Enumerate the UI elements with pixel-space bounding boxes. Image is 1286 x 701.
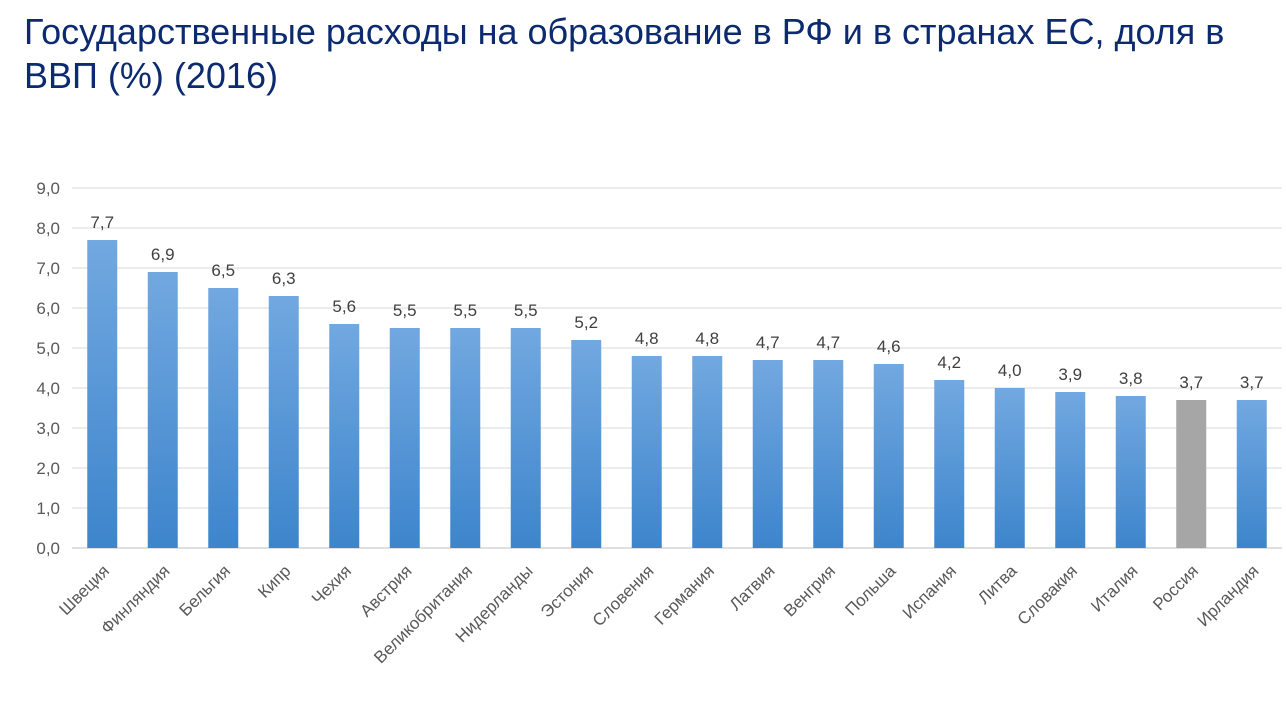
chart-title: Государственные расходы на образование в…	[24, 11, 1225, 96]
data-label: 4,7	[816, 333, 840, 352]
data-label: 4,7	[756, 333, 780, 352]
category-label: Германия	[651, 561, 718, 628]
category-label: Бельгия	[176, 561, 235, 620]
data-label: 4,6	[877, 337, 901, 356]
y-axis-ticks: 0,0 1,0 2,0 3,0 4,0 5,0 6,0 7,0 8,0 9,0	[36, 179, 60, 558]
data-label: 4,8	[695, 329, 719, 348]
category-label: Ирландия	[1194, 561, 1263, 630]
data-label: 5,6	[332, 297, 356, 316]
category-label: Россия	[1149, 561, 1202, 614]
data-label: 3,8	[1119, 369, 1143, 388]
bar-8	[510, 328, 541, 548]
category-label: Польша	[841, 561, 899, 619]
y-tick-label: 6,0	[36, 299, 60, 318]
data-label: 4,8	[635, 329, 659, 348]
y-tick-label: 7,0	[36, 259, 60, 278]
category-label: Венгрия	[780, 561, 839, 620]
bar-2	[147, 272, 178, 548]
bar-17	[1055, 392, 1086, 548]
data-label: 5,2	[574, 313, 598, 332]
bar-18	[1115, 396, 1146, 548]
category-label: Литва	[974, 561, 1021, 608]
bar-3	[208, 288, 239, 548]
data-label: 6,9	[151, 245, 175, 264]
data-label: 4,2	[937, 353, 961, 372]
bars	[87, 240, 1267, 548]
bar-1	[87, 240, 118, 548]
data-label: 5,5	[393, 301, 417, 320]
category-label: Словакия	[1014, 561, 1081, 628]
y-tick-label: 5,0	[36, 339, 60, 358]
category-label: Швеция	[56, 561, 114, 619]
data-label: 4,0	[998, 361, 1022, 380]
bar-7	[450, 328, 481, 548]
category-label: Латвия	[726, 561, 779, 614]
bar-9	[571, 340, 602, 548]
category-label: Австрия	[356, 561, 415, 620]
data-label: 3,7	[1240, 373, 1264, 392]
bar-6	[389, 328, 420, 548]
gridlines	[72, 187, 1282, 549]
bar-16	[994, 388, 1025, 548]
bar-12	[752, 360, 783, 548]
y-tick-label: 0,0	[36, 539, 60, 558]
bar-11	[692, 356, 723, 548]
data-label: 7,7	[90, 213, 114, 232]
bar-13	[813, 360, 844, 548]
category-label: Чехия	[308, 561, 355, 608]
bar-5	[329, 324, 360, 548]
data-labels: 7,7 6,9 6,5 6,3 5,6 5,5 5,5 5,5 5,2 4,8 4,8 4,7 4,7 4…	[90, 213, 1263, 392]
bar-10	[631, 356, 662, 548]
category-label: Испания	[899, 561, 960, 622]
data-label: 3,9	[1058, 365, 1082, 384]
data-label: 6,3	[272, 269, 296, 288]
bar-19	[1176, 400, 1207, 548]
y-tick-label: 9,0	[36, 179, 60, 198]
category-label: Эстония	[537, 561, 597, 621]
data-label: 3,7	[1179, 373, 1203, 392]
data-label: 5,5	[453, 301, 477, 320]
data-label: 5,5	[514, 301, 538, 320]
bar-14	[873, 364, 904, 548]
y-tick-label: 4,0	[36, 379, 60, 398]
bar-20	[1236, 400, 1267, 548]
category-label: Словения	[589, 561, 658, 630]
category-label: Кипр	[254, 561, 294, 601]
y-tick-label: 8,0	[36, 219, 60, 238]
data-label: 6,5	[211, 261, 235, 280]
bar-4	[268, 296, 299, 548]
y-tick-label: 2,0	[36, 459, 60, 478]
bar-15	[934, 380, 965, 548]
category-label: Италия	[1087, 561, 1141, 615]
y-tick-label: 3,0	[36, 419, 60, 438]
y-tick-label: 1,0	[36, 499, 60, 518]
